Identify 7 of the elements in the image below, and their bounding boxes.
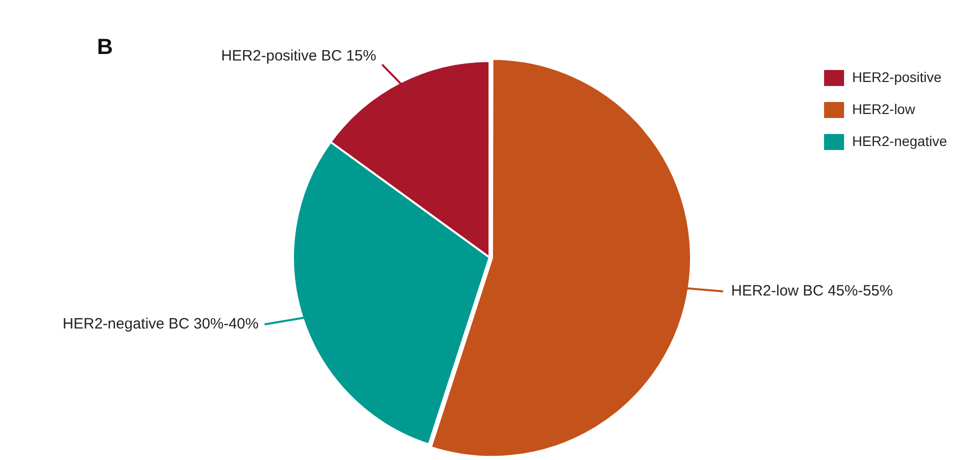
text: HER2-low BC 45%-55%: [731, 282, 893, 300]
legend-label: HER2-negative: [852, 132, 948, 149]
legend-label: HER2-positive: [852, 68, 942, 85]
text: HER2-negative BC 30%-40%: [62, 316, 259, 333]
text: B: [97, 34, 113, 60]
legend-label: HER2-low: [852, 100, 916, 117]
text: HER2-positive BC 15%: [221, 48, 376, 65]
